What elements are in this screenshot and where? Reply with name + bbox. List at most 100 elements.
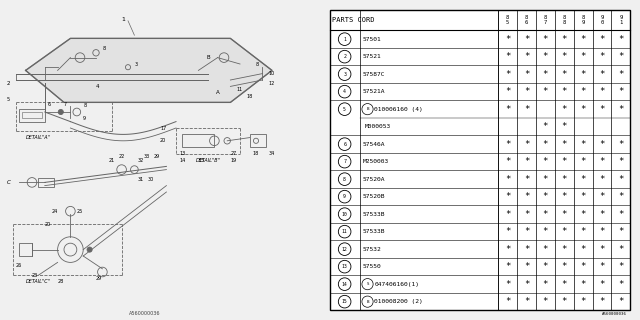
Text: *: * (599, 157, 605, 166)
Text: *: * (599, 245, 605, 254)
Text: 12: 12 (269, 81, 275, 86)
Text: 20: 20 (45, 221, 51, 227)
Text: 047406160(1): 047406160(1) (374, 282, 419, 287)
Bar (38, 178, 54, 187)
Text: *: * (580, 192, 586, 201)
Text: DETAIL"B": DETAIL"B" (196, 157, 220, 163)
Text: 26: 26 (16, 263, 22, 268)
Text: *: * (580, 87, 586, 96)
Text: *: * (561, 105, 567, 114)
Text: *: * (543, 210, 548, 219)
Text: *: * (599, 297, 605, 306)
Text: *: * (543, 87, 548, 96)
Text: *: * (505, 227, 510, 236)
Text: *: * (618, 157, 623, 166)
Text: *: * (599, 35, 605, 44)
Bar (22, 112, 42, 118)
Text: *: * (505, 297, 510, 306)
Text: 57550: 57550 (362, 264, 381, 269)
Text: *: * (524, 245, 529, 254)
Text: A560000036: A560000036 (129, 311, 160, 316)
Text: 29: 29 (154, 154, 160, 159)
Text: 57521A: 57521A (362, 89, 385, 94)
Text: *: * (524, 280, 529, 289)
Text: *: * (543, 245, 548, 254)
Text: 4: 4 (343, 89, 346, 94)
Text: DETAIL"C": DETAIL"C" (26, 279, 51, 284)
Text: S: S (366, 282, 369, 286)
Text: 14: 14 (179, 157, 186, 163)
Text: *: * (505, 175, 510, 184)
Text: *: * (561, 175, 567, 184)
Text: *: * (618, 262, 623, 271)
Text: 2: 2 (6, 81, 10, 86)
Text: *: * (561, 262, 567, 271)
Text: *: * (618, 175, 623, 184)
Text: 15: 15 (342, 299, 348, 304)
Text: 8
5: 8 5 (506, 15, 509, 25)
Text: 7: 7 (343, 159, 346, 164)
Text: *: * (543, 280, 548, 289)
Text: *: * (618, 227, 623, 236)
Text: *: * (543, 122, 548, 131)
Text: *: * (505, 35, 510, 44)
Text: 21: 21 (109, 157, 115, 163)
Text: *: * (561, 35, 567, 44)
Text: 8
7: 8 7 (544, 15, 547, 25)
Text: *: * (599, 280, 605, 289)
Text: *: * (524, 87, 529, 96)
Text: *: * (580, 52, 586, 61)
Text: 7: 7 (64, 101, 67, 107)
Text: 13: 13 (179, 151, 186, 156)
Text: *: * (599, 192, 605, 201)
Text: 57520A: 57520A (362, 177, 385, 182)
Text: 34: 34 (269, 151, 275, 156)
Text: *: * (580, 227, 586, 236)
Text: *: * (505, 52, 510, 61)
Text: 29: 29 (96, 276, 102, 281)
Text: *: * (505, 245, 510, 254)
Bar (19, 243, 32, 256)
Text: 57501: 57501 (362, 37, 381, 42)
Text: *: * (618, 245, 623, 254)
Text: 11: 11 (237, 87, 243, 92)
Text: 14: 14 (342, 282, 348, 287)
Text: *: * (599, 140, 605, 149)
Text: 4: 4 (96, 84, 99, 89)
Text: *: * (580, 157, 586, 166)
Text: *: * (599, 52, 605, 61)
Text: 25: 25 (77, 209, 83, 214)
Text: *: * (561, 227, 567, 236)
Text: *: * (524, 262, 529, 271)
Text: 33: 33 (144, 154, 150, 159)
Text: 9: 9 (343, 194, 346, 199)
Text: 8: 8 (102, 45, 106, 51)
Circle shape (58, 109, 63, 115)
Bar (182, 134, 214, 147)
Text: 20: 20 (160, 138, 166, 143)
Bar (250, 134, 266, 147)
Text: *: * (618, 280, 623, 289)
Text: *: * (524, 175, 529, 184)
Text: *: * (618, 297, 623, 306)
Text: 24: 24 (51, 209, 58, 214)
Text: *: * (543, 227, 548, 236)
Text: *: * (618, 70, 623, 79)
Text: A: A (216, 90, 220, 95)
Text: DETAIL"A": DETAIL"A" (26, 135, 51, 140)
Text: *: * (543, 52, 548, 61)
Text: 22: 22 (118, 154, 125, 159)
Text: 57587C: 57587C (362, 72, 385, 77)
Text: 010008200 (2): 010008200 (2) (374, 299, 423, 304)
Text: *: * (599, 227, 605, 236)
Text: M000053: M000053 (365, 124, 392, 129)
Text: *: * (505, 210, 510, 219)
Text: M250003: M250003 (362, 159, 389, 164)
Text: 10: 10 (269, 71, 275, 76)
Text: 11: 11 (342, 229, 348, 234)
Text: *: * (524, 297, 529, 306)
Text: PARTS CORD: PARTS CORD (332, 17, 375, 23)
Text: *: * (599, 262, 605, 271)
Text: *: * (505, 262, 510, 271)
Text: 9: 9 (83, 116, 86, 121)
